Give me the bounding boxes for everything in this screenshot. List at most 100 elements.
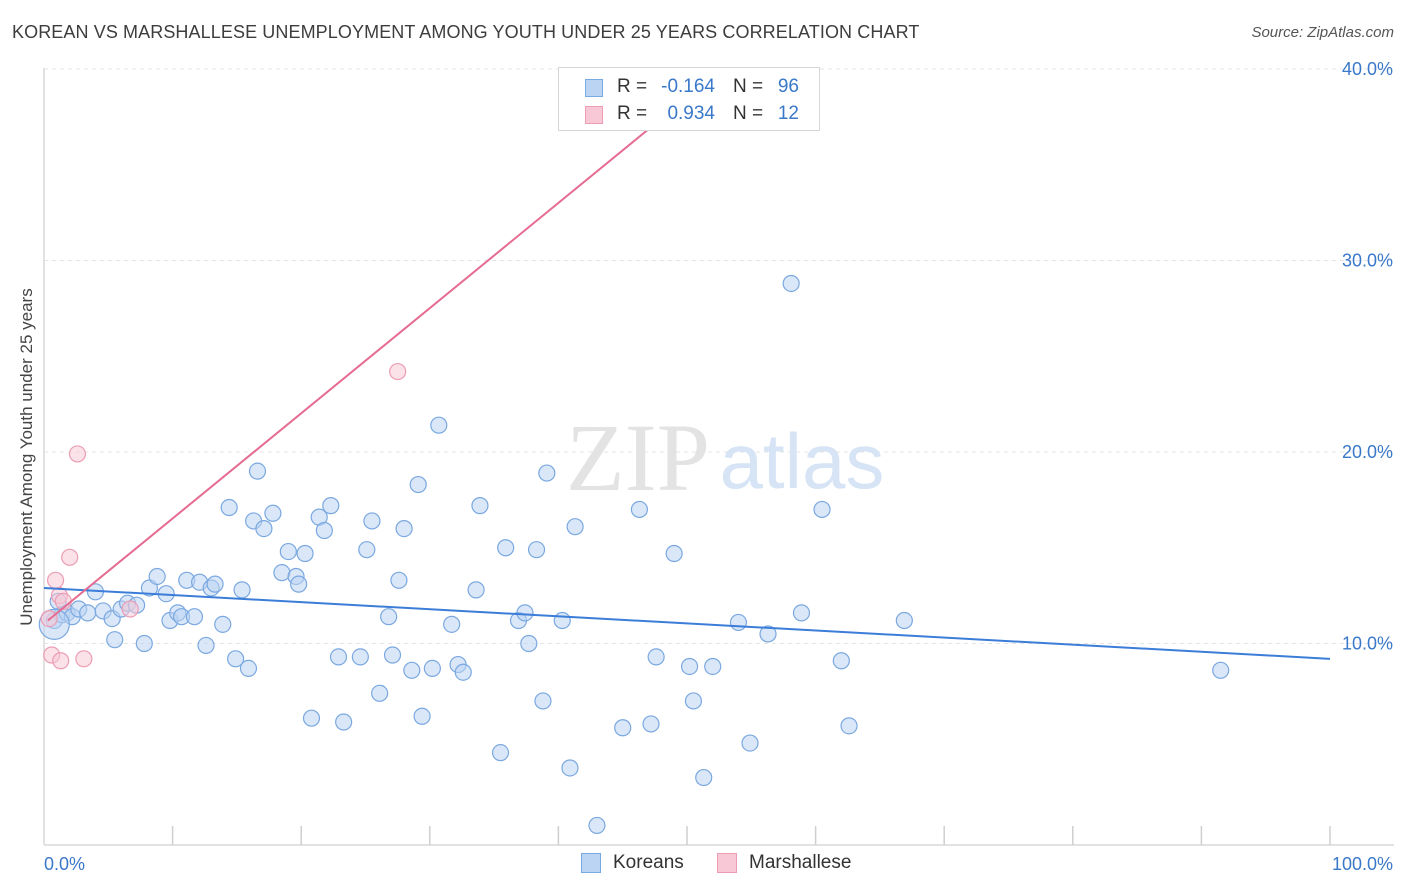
r-label: R =: [617, 76, 648, 97]
korean-point: [290, 575, 308, 593]
x-tick-label: 100.0%: [1332, 854, 1393, 874]
korean-point: [520, 634, 538, 653]
koreans-swatch: [585, 79, 603, 97]
korean-point: [233, 581, 251, 599]
korean-point: [534, 692, 552, 710]
marshallese-point: [121, 600, 139, 618]
y-tick-label: 20.0%: [1342, 442, 1393, 462]
korean-point: [759, 625, 777, 643]
chart-title: KOREAN VS MARSHALLESE UNEMPLOYMENT AMONG…: [12, 22, 920, 42]
n-label: N =: [733, 103, 764, 124]
korean-point: [729, 613, 748, 632]
source-credit: Source: ZipAtlas.com: [1251, 24, 1394, 41]
korean-point: [403, 661, 421, 679]
korean-point: [566, 518, 584, 536]
korean-point: [782, 274, 800, 293]
legend-row-marshallese: R = 0.934 N = 12: [559, 101, 819, 129]
korean-point: [227, 650, 245, 668]
korean-point: [454, 663, 472, 681]
korean-point: [741, 734, 759, 752]
watermark-zip: ZIP: [566, 404, 710, 511]
korean-point: [527, 541, 546, 559]
korean-point: [79, 604, 97, 622]
koreans-trendline: [43, 586, 1331, 660]
y-tick-labels: 10.0% 20.0% 30.0% 40.0%: [1342, 59, 1393, 654]
korean-point: [561, 759, 579, 777]
watermark-atlas: atlas: [720, 417, 885, 505]
korean-point: [409, 475, 427, 494]
x-tick-label: 0.0%: [44, 854, 85, 874]
korean-point: [704, 657, 722, 676]
trendlines: [43, 96, 1331, 660]
r-label: R =: [617, 103, 648, 124]
korean-point: [214, 615, 232, 633]
korean-point: [220, 498, 238, 517]
marshallese-legend-label: Marshallese: [749, 852, 852, 873]
korean-point: [614, 719, 632, 737]
n-label: N =: [733, 76, 764, 97]
korean-point: [553, 611, 571, 630]
korean-point: [302, 709, 321, 727]
korean-point: [255, 519, 273, 538]
korean-point: [647, 648, 665, 666]
series-marshallese: [40, 89, 674, 670]
korean-point: [630, 500, 649, 519]
y-tick-label: 10.0%: [1342, 634, 1393, 654]
korean-point: [840, 717, 858, 735]
korean-point: [516, 604, 534, 622]
korean-point: [497, 539, 515, 557]
korean-point: [239, 659, 258, 677]
marshallese-point: [52, 652, 70, 670]
marshallese-legend-swatch: [717, 853, 737, 873]
korean-point: [380, 608, 398, 626]
korean-point: [363, 512, 381, 530]
korean-point: [832, 652, 850, 670]
korean-point: [106, 631, 124, 649]
korean-point: [665, 544, 683, 563]
korean-point: [413, 707, 431, 725]
korean-point: [695, 768, 713, 787]
korean-point: [296, 544, 314, 563]
korean-point: [813, 500, 831, 519]
korean-point: [358, 541, 376, 559]
korean-point: [279, 542, 297, 561]
korean-point: [390, 571, 408, 589]
korean-point: [395, 519, 413, 538]
korean-point: [467, 581, 485, 599]
korean-point: [430, 416, 448, 434]
x-tick-labels: 0.0% 100.0%: [44, 854, 1393, 874]
x-ticks: [171, 826, 1331, 845]
axes: [43, 68, 1394, 846]
korean-point: [471, 497, 489, 515]
marshallese-n-value: 12: [777, 103, 799, 124]
legend-row-koreans: R = -0.164 N = 96: [559, 74, 819, 102]
korean-point: [1212, 661, 1230, 679]
gridlines: [44, 68, 1394, 644]
correlation-legend: R = -0.164 N = 96 R = 0.934 N = 12: [558, 67, 820, 131]
korean-point: [371, 684, 389, 702]
koreans-r-value: -0.164: [661, 76, 715, 97]
korean-point: [206, 575, 224, 593]
marshallese-point: [389, 362, 407, 381]
korean-point: [135, 634, 153, 653]
marshallese-point: [75, 650, 93, 668]
korean-point: [197, 636, 215, 655]
marshallese-swatch: [585, 106, 603, 124]
y-tick-label: 30.0%: [1342, 251, 1393, 271]
korean-point: [383, 646, 402, 664]
korean-point: [443, 615, 461, 633]
korean-point: [895, 611, 913, 630]
koreans-legend-label: Koreans: [613, 852, 684, 873]
korean-point: [642, 715, 660, 733]
korean-point: [680, 657, 699, 676]
y-axis-label: Unemployment Among Youth under 25 years: [17, 288, 36, 625]
korean-point: [148, 567, 166, 586]
marshallese-r-value: 0.934: [667, 103, 715, 124]
korean-point: [264, 504, 282, 522]
korean-point: [588, 816, 606, 835]
series-koreans: [38, 274, 1230, 835]
korean-point: [335, 713, 353, 731]
koreans-legend-swatch: [581, 853, 601, 873]
korean-point: [684, 692, 703, 710]
